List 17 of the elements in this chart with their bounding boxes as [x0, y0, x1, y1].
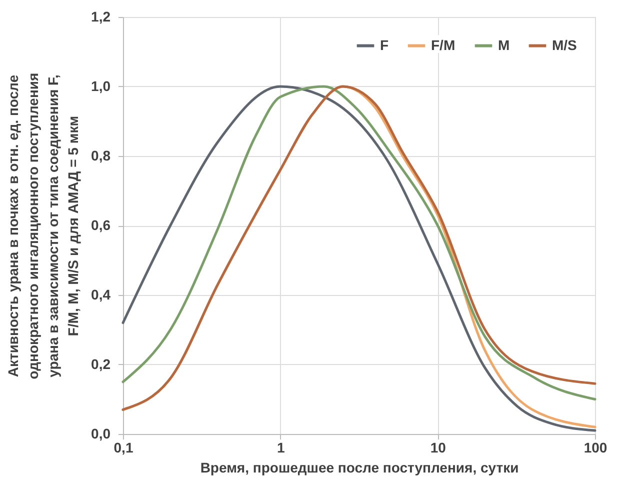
- x-axis-title: Время, прошедшее после поступления, сутки: [200, 460, 519, 476]
- y-axis-title: Активность урана в почках в отн. ед. после однократного ингаляционного поступления урана в зависимости от типа соединения F, F/M, M, M/S и для АМАД = 5 мкм: [5, 72, 82, 380]
- legend-label: M: [498, 36, 510, 53]
- y-tick-label: 0,8: [91, 148, 111, 164]
- legend-label: M/S: [552, 36, 577, 53]
- legend-label: F/M: [431, 36, 456, 53]
- y-tick-label: 0,0: [91, 426, 111, 442]
- x-tick-label: 1: [276, 440, 285, 456]
- y-tick-label: 1,0: [91, 78, 111, 94]
- y-tick-label: 1,2: [91, 8, 111, 24]
- x-tick-label: 100: [584, 440, 608, 456]
- y-tick-label: 0,4: [91, 286, 111, 302]
- legend-label: F: [380, 36, 389, 53]
- x-tick-label: 10: [430, 440, 446, 456]
- y-tick-label: 0,6: [91, 217, 111, 233]
- x-tick-label: 0,1: [114, 440, 134, 456]
- y-tick-label: 0,2: [91, 356, 111, 372]
